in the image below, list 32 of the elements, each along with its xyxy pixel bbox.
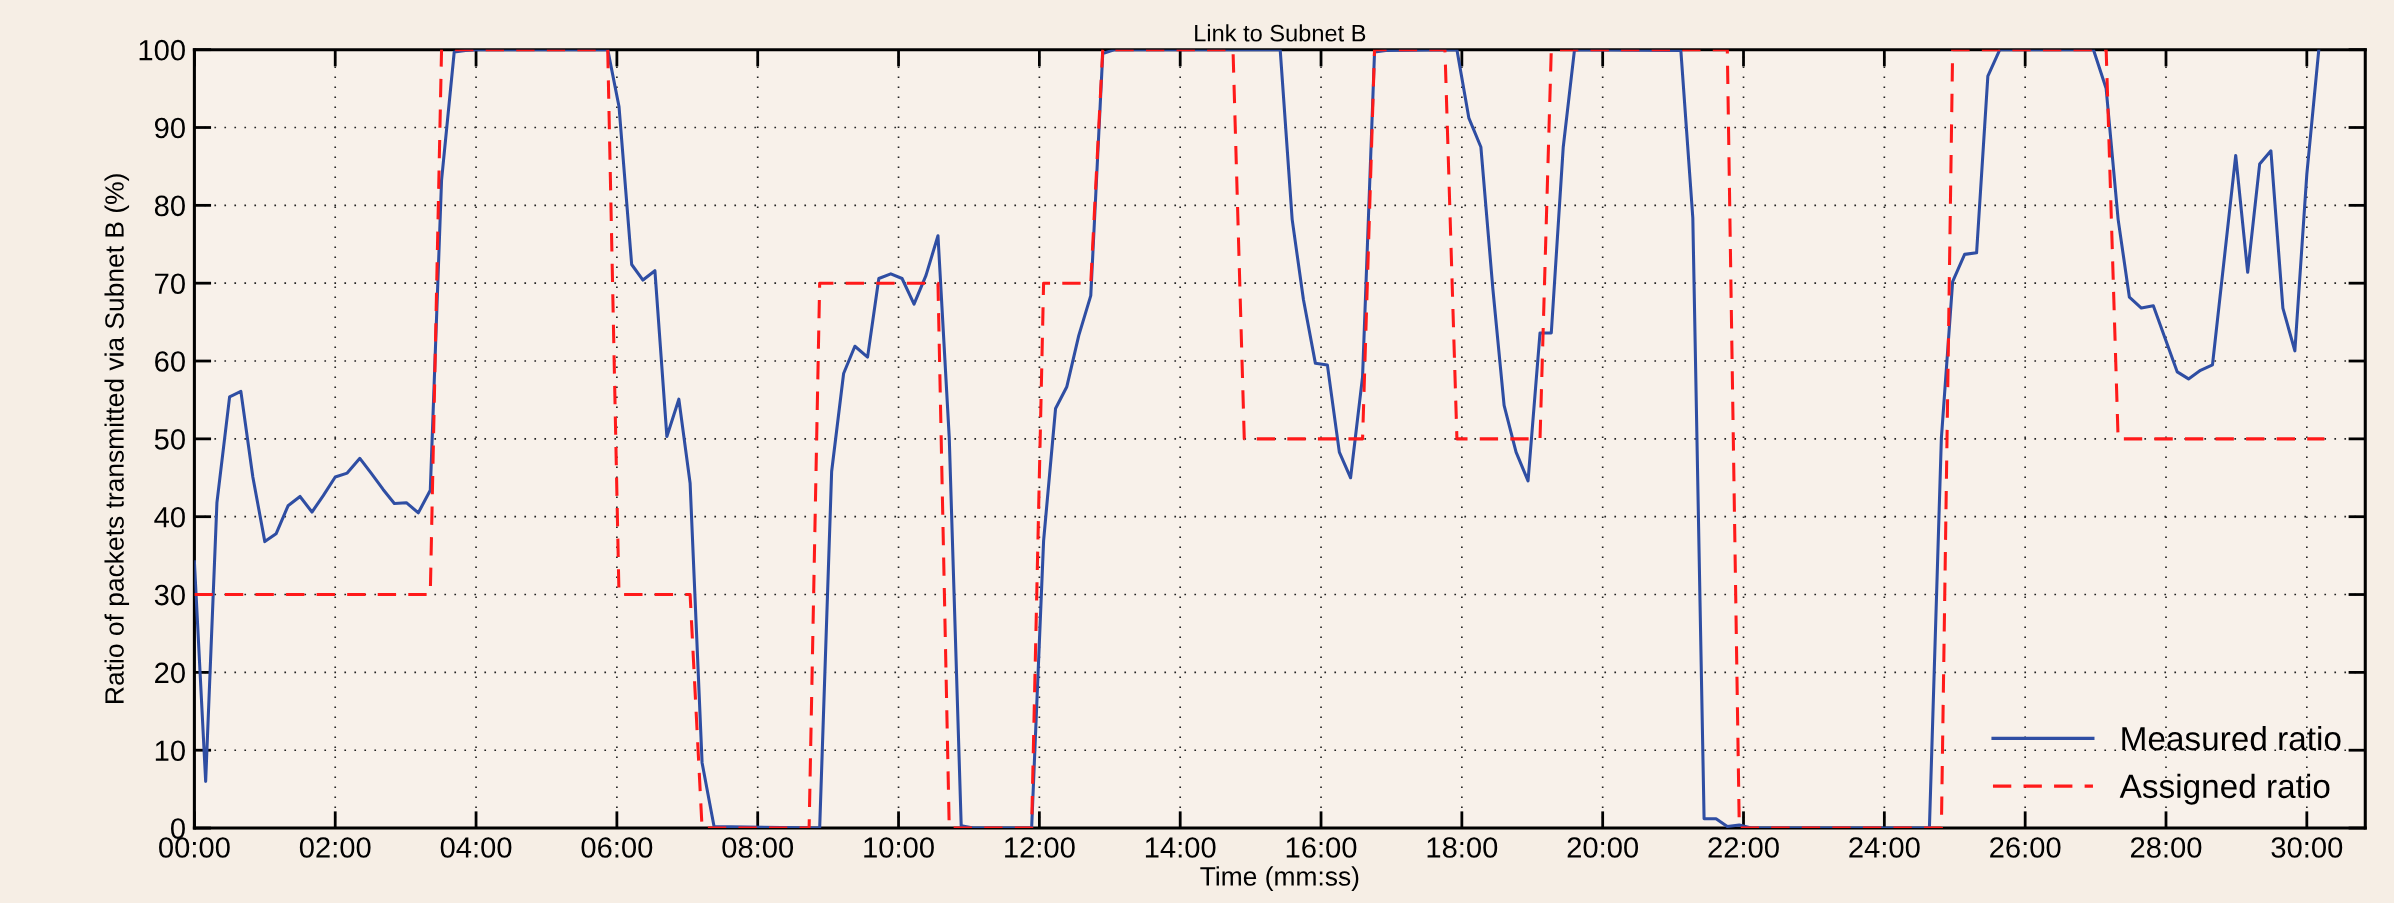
- legend-label: Measured ratio: [2122, 725, 2341, 751]
- legend-label: Assigned ratio: [2119, 773, 2330, 805]
- y-tick-label: 10: [155, 740, 185, 762]
- chart-title: Link to Subnet B: [1195, 24, 1366, 42]
- x-axis-title: Time (mm:ss): [1200, 866, 1359, 891]
- y-tick-label: 20: [155, 662, 185, 684]
- y-tick-label: 0: [170, 818, 185, 839]
- x-tick-label: 08:00: [722, 837, 794, 858]
- x-tick-label: 04:00: [440, 837, 512, 858]
- y-tick-label: 90: [154, 117, 185, 139]
- y-tick-label: 80: [154, 195, 185, 217]
- y-axis-title: Ratio of packets transmitted via Subnet B (%): [104, 174, 130, 703]
- x-tick-label: 18:00: [1427, 837, 1498, 858]
- x-tick-label: 14:00: [1145, 837, 1216, 858]
- y-tick-label: 40: [154, 506, 185, 528]
- x-tick-label: 30:00: [2271, 837, 2343, 858]
- x-tick-label: 16:00: [1286, 837, 1357, 858]
- x-tick-label: 10:00: [864, 837, 934, 858]
- y-tick-label: 100: [139, 39, 185, 61]
- y-tick-label: 30: [154, 584, 185, 606]
- x-tick-label: 12:00: [1005, 837, 1075, 858]
- x-tick-label: 22:00: [1708, 837, 1779, 858]
- x-tick-label: 06:00: [581, 837, 653, 858]
- x-tick-label: 26:00: [1990, 837, 2061, 858]
- x-tick-label: 20:00: [1567, 837, 1639, 858]
- x-tick-label: 28:00: [2130, 837, 2202, 858]
- y-tick-label: 50: [154, 429, 185, 450]
- y-tick-label: 60: [155, 351, 185, 372]
- x-tick-label: 00:00: [159, 837, 230, 858]
- x-tick-label: 02:00: [299, 837, 371, 858]
- x-tick-label: 24:00: [1849, 837, 1920, 858]
- y-tick-label: 70: [155, 273, 185, 295]
